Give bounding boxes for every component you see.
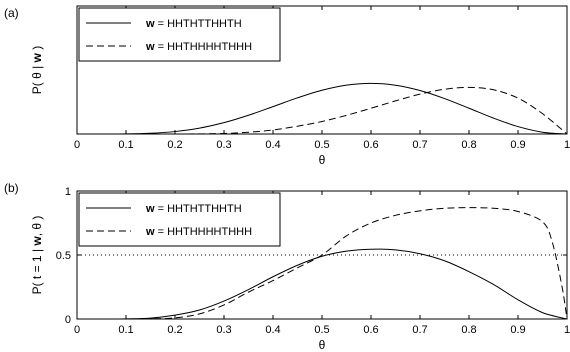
panel-b-x-tick-label: 0 — [74, 324, 80, 336]
panel-a-x-tick-label: 0.3 — [216, 139, 231, 151]
panel-b-legend-box — [78, 192, 281, 247]
panel-b-x-tick-label: 0.1 — [118, 324, 133, 336]
panel-b-label: (b) — [4, 181, 19, 195]
panel-a-legend-label-2: w = HHTHHHHTHHH — [145, 41, 252, 53]
panel-a-series — [76, 82, 568, 135]
panel-b: (b) P( t = 1 | w, θ ) θ 0 0.1 0.2 0.3 0.4 0.5… — [4, 181, 570, 352]
panel-a-legend-box — [78, 7, 281, 62]
panel-a-x-tick-label: 0 — [74, 139, 80, 151]
panel-b-y-axis-label: P( t = 1 | w, θ ) — [30, 216, 44, 295]
panel-b-y-tick-label: 0 — [65, 314, 71, 326]
panel-b-y-tick-label: 1 — [65, 186, 71, 198]
panel-b-ticks: 0 0.1 0.2 0.3 0.4 0.5 0.6 0.7 0.8 0.9 1 0 0.5 1 — [56, 186, 570, 336]
panel-a-x-tick-label: 0.9 — [510, 139, 525, 151]
panel-b-legend-label-2: w = HHTHHHHTHHH — [145, 226, 252, 238]
panel-b-series — [76, 207, 568, 320]
panel-a-x-tick-label: 0.5 — [314, 139, 329, 151]
panel-a-series-solid-line — [76, 82, 568, 135]
panel-a-legend-label-1: w = HHTHTTHHTH — [145, 18, 242, 30]
panel-b-legend: w = HHTHTTHHTH w = HHTHHHHTHHH — [78, 192, 281, 247]
panel-a-x-tick-label: 0.2 — [167, 139, 182, 151]
panel-a-series-dashed-line — [77, 86, 568, 135]
panel-b-x-tick-label: 0.6 — [363, 324, 378, 336]
panel-a-x-tick-label: 0.4 — [265, 139, 280, 151]
panel-b-x-tick-label: 0.9 — [510, 324, 525, 336]
panel-a-x-tick-label: 0.7 — [412, 139, 427, 151]
panel-b-x-tick-label: 0.5 — [314, 324, 329, 336]
panel-a-x-tick-label: 1 — [564, 139, 570, 151]
panel-a-y-axis-label: P( θ | w ) — [30, 46, 44, 94]
panel-a-x-axis-label: θ — [319, 153, 326, 167]
panel-b-x-tick-label: 0.3 — [216, 324, 231, 336]
panel-b-series-dashed-line — [76, 207, 568, 320]
panel-a: (a) P( θ | w ) θ 0 0.1 0.2 0.3 0.4 0.5 0.6 0.7 0… — [4, 5, 570, 167]
panel-b-x-tick-label: 0.2 — [167, 324, 182, 336]
panel-b-series-solid-line — [76, 248, 568, 320]
panel-b-x-tick-label: 0.7 — [412, 324, 427, 336]
panel-b-legend-label-1: w = HHTHTTHHTH — [145, 203, 242, 215]
panel-a-x-tick-label: 0.6 — [363, 139, 378, 151]
panel-b-x-axis-label: θ — [319, 338, 326, 352]
panel-b-y-tick-label: 0.5 — [56, 250, 71, 262]
panel-b-x-tick-label: 1 — [564, 324, 570, 336]
panel-a-x-tick-label: 0.8 — [461, 139, 476, 151]
panel-b-x-tick-label: 0.4 — [265, 324, 280, 336]
panel-a-legend: w = HHTHTTHHTH w = HHTHHHHTHHH — [78, 7, 281, 62]
panel-a-x-tick-label: 0.1 — [118, 139, 133, 151]
panel-a-label: (a) — [4, 6, 19, 20]
panel-b-x-tick-label: 0.8 — [461, 324, 476, 336]
